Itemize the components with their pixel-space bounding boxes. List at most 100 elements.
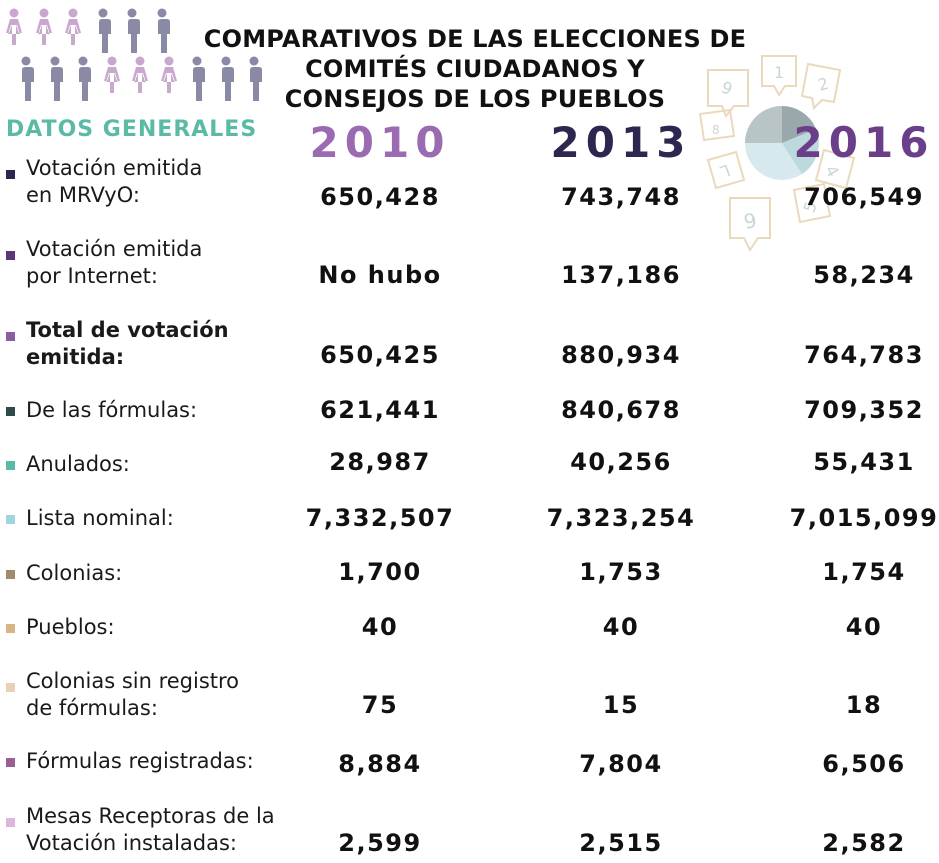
year-header-2013: 2013: [550, 118, 692, 167]
row-label: Total de votación emitida:: [26, 317, 229, 371]
male-person-icon: [97, 8, 111, 53]
value-2010: No hubo: [318, 261, 442, 289]
value-2010: 75: [361, 691, 399, 719]
value-2010: 7,332,507: [305, 504, 455, 532]
male-person-icon: [156, 8, 170, 53]
value-2016: 7,015,099: [789, 504, 939, 532]
title-line-3: CONSEJOS DE LOS PUEBLOS: [284, 85, 666, 113]
speech-bubble-icon: [792, 182, 832, 224]
value-2016: 6,506: [822, 750, 906, 778]
row-bullet: [6, 683, 15, 692]
row-label: Lista nominal:: [26, 505, 174, 532]
female-person-icon: [6, 8, 22, 45]
year-header-2010: 2010: [309, 118, 451, 167]
row-label-line-1: De las fórmulas:: [26, 398, 198, 422]
row-bullet: [6, 624, 15, 633]
value-2016: 1,754: [822, 558, 906, 586]
row-label-line-1: Colonias sin registro: [26, 669, 240, 693]
year-header-2016: 2016: [793, 118, 935, 167]
page-title: COMPARATIVOS DE LAS ELECCIONES DE COMITÉ…: [160, 24, 790, 114]
row-label: Votación emitida por Internet:: [26, 236, 202, 290]
value-2010: 650,428: [320, 183, 440, 211]
svg-text:2: 2: [816, 74, 831, 95]
row-bullet: [6, 818, 15, 827]
male-person-icon: [127, 8, 140, 53]
row-label: Pueblos:: [26, 614, 115, 641]
row-label: Mesas Receptoras de la Votación instalada…: [26, 803, 275, 857]
section-title: DATOS GENERALES: [6, 117, 258, 142]
pie-icon: [745, 106, 819, 180]
male-person-icon: [249, 56, 262, 101]
value-2010: 650,425: [320, 341, 440, 369]
row-bullet: [6, 251, 15, 260]
row-bullet: [6, 758, 15, 767]
value-2016: 40: [845, 613, 883, 641]
value-2010: 40: [361, 613, 399, 641]
value-2013: 7,804: [579, 750, 663, 778]
value-2013: 2,515: [579, 829, 663, 857]
row-label: Votación emitida en MRVyO:: [26, 155, 202, 209]
row-bullet: [6, 407, 15, 416]
speech-bubbles-pie-icon: 9 1 2 8 L 9 5 4: [698, 55, 856, 252]
row-label: Colonias:: [26, 560, 122, 587]
row-label-line-1: Anulados:: [26, 452, 130, 476]
row-label-line-2: emitida:: [26, 345, 125, 369]
row-label: Fórmulas registradas:: [26, 748, 254, 775]
value-2010: 1,700: [338, 558, 422, 586]
value-2013: 880,934: [561, 341, 681, 369]
svg-text:L: L: [718, 161, 733, 182]
row-bullet: [6, 332, 15, 341]
male-person-icon: [78, 56, 91, 101]
value-2013: 840,678: [561, 396, 681, 424]
female-person-icon: [132, 56, 148, 93]
value-2013: 1,753: [579, 558, 663, 586]
speech-bubble-icon: [761, 55, 797, 97]
svg-text:9: 9: [742, 208, 759, 234]
title-line-1: COMPARATIVOS DE LAS ELECCIONES DE: [203, 25, 747, 53]
row-label: Colonias sin registro de fórmulas:: [26, 668, 239, 722]
male-person-icon: [49, 56, 63, 101]
male-person-icon: [220, 56, 234, 101]
svg-text:9: 9: [719, 77, 735, 98]
row-label-line-2: de fórmulas:: [26, 696, 158, 720]
row-label-line-1: Mesas Receptoras de la: [26, 804, 275, 828]
speech-bubble-icon: [729, 197, 771, 252]
female-person-icon: [35, 8, 52, 45]
row-bullet: [6, 170, 15, 179]
female-person-icon: [103, 56, 120, 93]
value-2010: 2,599: [338, 829, 422, 857]
row-bullet: [6, 461, 15, 470]
row-label-line-1: Lista nominal:: [26, 506, 174, 530]
speech-bubble-icon: [800, 62, 842, 111]
value-2013: 137,186: [561, 261, 681, 289]
value-2016: 55,431: [813, 448, 915, 476]
value-2013: 40,256: [570, 448, 672, 476]
row-bullet: [6, 570, 15, 579]
male-person-icon: [21, 56, 34, 101]
title-line-2: COMITÉS CIUDADANOS Y: [305, 55, 645, 83]
speech-bubble-icon: [698, 108, 736, 142]
svg-text:8: 8: [712, 123, 720, 137]
speech-bubble-icon: [706, 150, 746, 190]
row-label-line-1: Fórmulas registradas:: [26, 749, 254, 773]
row-bullet: [6, 515, 15, 524]
row-label-line-1: Votación emitida: [26, 237, 203, 261]
row-label: De las fórmulas:: [26, 397, 197, 424]
value-2010: 621,441: [320, 396, 440, 424]
value-2013: 743,748: [561, 183, 681, 211]
value-2016: 709,352: [804, 396, 924, 424]
svg-text:1: 1: [774, 63, 784, 82]
male-person-icon: [192, 56, 205, 101]
female-person-icon: [160, 56, 177, 93]
row-label-line-1: Votación emitida: [26, 156, 203, 180]
female-person-icon: [65, 8, 81, 45]
row-label-line-2: en MRVyO:: [26, 183, 140, 207]
speech-bubble-icon: [814, 148, 856, 190]
value-2013: 15: [602, 691, 640, 719]
value-2013: 7,323,254: [546, 504, 696, 532]
row-label-line-2: por Internet:: [26, 264, 158, 288]
value-2016: 18: [845, 691, 883, 719]
value-2010: 8,884: [338, 750, 422, 778]
row-label-line-2: Votación instaladas:: [26, 831, 238, 855]
row-label-line-1: Total de votación: [26, 318, 229, 342]
